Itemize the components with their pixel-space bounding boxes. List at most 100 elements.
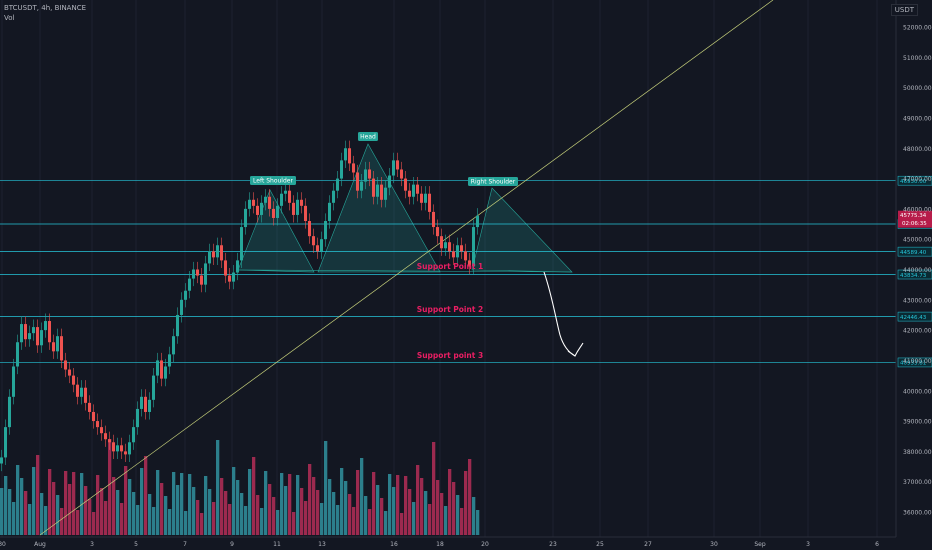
candle-body <box>256 205 259 215</box>
volume-bar <box>340 468 344 535</box>
candle-body <box>288 190 291 203</box>
volume-bar <box>440 493 444 535</box>
countdown-value: 02:06:35 <box>902 221 927 227</box>
candle-body <box>388 175 391 188</box>
candle-body <box>80 387 83 397</box>
candle-body <box>228 275 231 282</box>
volume-bar <box>120 503 124 535</box>
volume-bar <box>408 489 412 535</box>
volume-bar <box>108 439 112 535</box>
candle-body <box>344 148 347 161</box>
candle-body <box>284 190 287 194</box>
candle-body <box>212 251 215 258</box>
volume-bar <box>268 484 272 535</box>
currency-label[interactable]: USDT <box>890 4 918 16</box>
right-shoulder-shape <box>471 187 573 273</box>
candle-body <box>280 193 283 206</box>
candle-body <box>24 324 27 340</box>
candle-body <box>112 442 115 452</box>
candle-body <box>240 227 243 261</box>
volume-bar <box>364 496 368 535</box>
candle-body <box>200 275 203 285</box>
price-tick-label: 37000.00 <box>903 479 932 486</box>
volume-bar <box>196 500 200 535</box>
volume-bar <box>284 486 288 535</box>
time-axis[interactable]: 30 Aug 3 5 7 9 11 13 16 18 20 23 25 27 30 Sep 3 6 <box>0 536 896 548</box>
volume-bar <box>156 470 160 535</box>
volume-bar <box>424 491 428 535</box>
candle-body <box>364 169 367 182</box>
volume-bar <box>264 471 268 535</box>
candle-body <box>140 396 143 409</box>
candle-body <box>224 260 227 276</box>
horizontal-levels[interactable]: 46930.0045500.0044589.4043834.7342446.43… <box>0 175 932 368</box>
volume-bar <box>92 512 96 535</box>
volume-bar <box>52 482 56 535</box>
volume-bar <box>192 487 196 535</box>
candle-body <box>304 205 307 221</box>
volume-bar <box>356 470 360 535</box>
candle-body <box>376 184 379 197</box>
candle-body <box>144 396 147 412</box>
candle-body <box>260 202 263 215</box>
price-tick-label: 48000.00 <box>903 146 932 153</box>
candle-body <box>0 457 3 464</box>
candle-body <box>336 178 339 191</box>
volume-bar <box>220 478 224 535</box>
volume-bar <box>472 497 476 535</box>
volume-bar <box>452 482 456 535</box>
volume-bar <box>204 476 208 535</box>
support-point-2-value: 42446.43 <box>900 315 927 321</box>
volume-bar <box>136 505 140 535</box>
candle-body <box>248 199 251 209</box>
volume-bar <box>416 465 420 535</box>
price-axis[interactable]: 36000.00 37000.00 38000.00 39000.00 40000.00… <box>895 0 932 537</box>
volume-bar <box>124 466 128 535</box>
trendline[interactable] <box>39 0 774 536</box>
time-tick-label: 23 <box>549 541 557 548</box>
volume-bar <box>272 497 276 535</box>
candle-body <box>324 221 327 240</box>
volume-bar <box>228 504 232 535</box>
time-tick-label: 30 <box>710 541 718 548</box>
volume-bar <box>292 512 296 535</box>
volume-bar <box>332 492 336 535</box>
volume-bar <box>448 469 452 535</box>
volume-bar <box>316 490 320 535</box>
candle-body <box>88 402 91 412</box>
candle-body <box>40 330 43 346</box>
volume-bar <box>412 502 416 535</box>
volume-bar <box>20 478 24 535</box>
candle-body <box>152 375 155 400</box>
candle-body <box>348 148 351 164</box>
candle-body <box>192 269 195 279</box>
volume-bar <box>8 489 12 535</box>
volume-bar <box>368 509 372 535</box>
candle-body <box>436 227 439 237</box>
time-tick-label: 25 <box>596 541 604 548</box>
volume-bar <box>132 492 136 535</box>
candle-body <box>476 215 479 228</box>
volume-bar <box>104 501 108 535</box>
price-tick-label: 51000.00 <box>903 55 932 62</box>
time-tick-label: 3 <box>90 541 94 548</box>
candlesticks <box>0 140 479 472</box>
volume-bar <box>116 490 120 535</box>
neckline <box>237 269 573 273</box>
candle-body <box>132 427 135 443</box>
volume-bar <box>224 491 228 535</box>
candle-body <box>472 227 475 267</box>
candle-body <box>12 366 15 397</box>
head-shape <box>317 143 441 273</box>
volume-bar <box>464 471 468 535</box>
volume-bar <box>300 488 304 535</box>
candle-body <box>340 160 343 179</box>
volume-bar <box>344 481 348 535</box>
volume-bar <box>384 511 388 535</box>
volume-bar <box>320 503 324 535</box>
left-shoulder-label-bg <box>250 176 296 185</box>
candle-body <box>460 245 463 252</box>
time-tick-label: 20 <box>481 541 489 548</box>
volume-bar <box>388 474 392 535</box>
